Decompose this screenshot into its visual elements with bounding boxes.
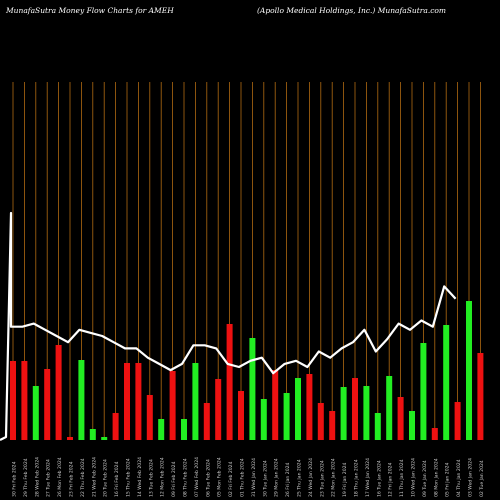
bar [260, 399, 267, 440]
x-tick-label: 23 Fri Feb 2024 [69, 461, 75, 497]
x-tick-label: 13 Tue Feb 2024 [148, 459, 154, 497]
x-tick-label: 21 Wed Feb 2024 [91, 457, 97, 497]
bar [238, 391, 244, 440]
bar [352, 378, 358, 440]
bar [10, 361, 16, 440]
x-tick-label: 26 Mon Feb 2024 [57, 457, 63, 497]
x-tick-label: 08 Mon Jan 2024 [433, 458, 439, 497]
bar [340, 387, 347, 440]
bar [329, 411, 336, 440]
x-tick-labels: 30 Fri Feb 2024 29 Thu Feb 2024 28 Wed Feb… [12, 457, 485, 497]
bar [409, 411, 415, 440]
x-tick-label: 05 Fri Jan 2024 [445, 462, 451, 497]
x-tick-label: 02 Fri Feb 2024 [228, 461, 234, 497]
x-tick-label: 16 Fri Feb 2024 [114, 461, 120, 497]
bar [192, 363, 199, 440]
bar [89, 429, 96, 440]
bar [203, 403, 210, 440]
bar [431, 428, 438, 440]
bar [146, 395, 153, 440]
bar [249, 338, 256, 440]
bar [67, 437, 73, 440]
bar [454, 402, 461, 440]
price-line [0, 211, 457, 441]
bar [124, 363, 130, 440]
x-tick-label: 17 Wed Jan 2024 [365, 458, 371, 497]
bar [295, 378, 301, 440]
x-tick-label: 20 Tue Feb 2024 [103, 459, 109, 497]
x-tick-label: 04 Thu Jan 2024 [456, 459, 462, 497]
x-tick-label: 31 Wed Jan 2024 [251, 458, 257, 497]
x-tick-label: 05 Mon Feb 2024 [217, 457, 223, 497]
bar [420, 343, 427, 440]
x-tick-label: 16 Tue Jan 2024 [376, 460, 382, 497]
bar [443, 325, 450, 440]
x-tick-label: 30 Fri Feb 2024 [12, 461, 18, 497]
x-tick-label: 11 Thu Jan 2024 [399, 459, 405, 497]
x-tick-label: 18 Thu Jan 2024 [354, 459, 360, 497]
x-tick-label: 25 Thu Jan 2024 [297, 459, 303, 497]
bar [21, 361, 28, 440]
bar [169, 371, 176, 440]
bar [397, 397, 404, 440]
bar [215, 379, 222, 440]
x-tick-label: 12 Mon Feb 2024 [160, 457, 166, 497]
x-tick-label: 22 Mon Jan 2024 [331, 458, 337, 497]
bar [477, 353, 484, 440]
x-tick-label: 03 Wed Jan 2024 [468, 458, 474, 497]
bars [10, 301, 484, 440]
x-tick-label: 27 Tue Feb 2024 [46, 459, 52, 497]
bar [112, 413, 119, 440]
bar [272, 370, 279, 440]
chart-subtitle: (Apollo Medical Holdings, Inc.) MunafaSu… [257, 6, 447, 15]
bar [158, 419, 165, 440]
x-tick-label: 22 Thu Feb 2024 [80, 458, 86, 497]
bar [363, 386, 370, 440]
x-tick-label: 09 Fri Feb 2024 [171, 461, 177, 497]
bar [55, 345, 62, 440]
x-tick-label: 23 Tue Jan 2024 [319, 460, 325, 497]
x-tick-label: 19 Fri Jan 2024 [342, 462, 348, 497]
x-tick-label: 01 Thu Feb 2024 [240, 458, 246, 497]
x-tick-label: 07 Wed Feb 2024 [194, 457, 200, 497]
x-tick-label: 06 Tue Feb 2024 [205, 459, 211, 497]
bar [135, 363, 142, 440]
bar [317, 403, 324, 440]
x-tick-label: 12 Fri Jan 2024 [388, 462, 394, 497]
bar [386, 376, 393, 440]
bar [226, 324, 233, 440]
x-tick-label: 30 Tue Jan 2024 [262, 460, 268, 497]
bar [181, 419, 187, 440]
x-tick-label: 08 Thu Feb 2024 [183, 458, 189, 497]
chart-title: MunafaSutra Money Flow Charts for AMEH [6, 6, 174, 15]
bar [32, 386, 39, 440]
x-tick-label: 29 Mon Jan 2024 [274, 458, 280, 497]
x-tick-label: 26 Fri Jan 2024 [285, 462, 291, 497]
x-tick-label: 29 Thu Feb 2024 [23, 458, 29, 497]
bar [374, 413, 381, 440]
bar [44, 369, 51, 440]
bar [101, 437, 108, 440]
bar [78, 360, 85, 440]
x-tick-label: 02 Tue Jan 2024 [479, 460, 485, 497]
bar [466, 301, 472, 440]
x-tick-label: 09 Tue Jan 2024 [422, 460, 428, 497]
bar [283, 393, 290, 440]
bar [306, 374, 313, 440]
x-tick-label: 14 Wed Feb 2024 [137, 457, 143, 497]
x-tick-label: 24 Wed Jan 2024 [308, 458, 314, 497]
x-tick-label: 15 Thu Feb 2024 [126, 458, 132, 497]
x-tick-label: 28 Wed Feb 2024 [34, 457, 40, 497]
x-tick-label: 10 Wed Jan 2024 [411, 458, 417, 497]
